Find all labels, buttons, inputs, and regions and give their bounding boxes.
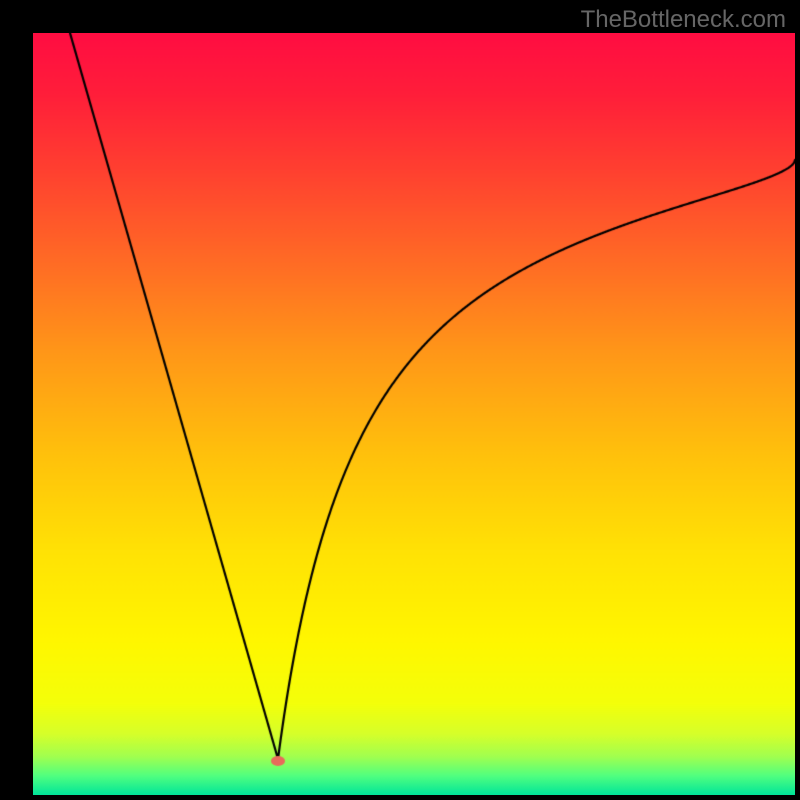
watermark-text: TheBottleneck.com <box>581 6 786 34</box>
chart-container: TheBottleneck.com <box>0 0 800 800</box>
bottleneck-chart-canvas <box>33 33 795 795</box>
